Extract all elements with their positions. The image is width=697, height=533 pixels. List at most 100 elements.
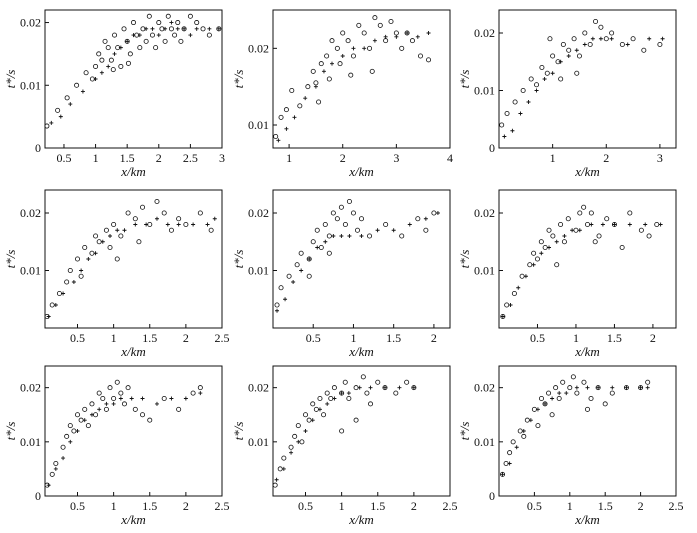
x-tick-label: 0.5 — [70, 331, 85, 345]
data-point-circle — [507, 450, 513, 456]
data-point-circle — [377, 22, 383, 28]
data-point-circle — [560, 379, 566, 385]
data-point-circle — [546, 390, 552, 396]
data-point-circle — [393, 30, 399, 36]
data-point-circle — [641, 47, 647, 53]
x-axis-label: x/km — [574, 512, 600, 527]
data-point-plus — [289, 450, 294, 455]
data-point-circle — [326, 250, 332, 256]
data-point-circle — [598, 24, 604, 30]
data-point-circle — [602, 401, 608, 407]
data-point-circle — [143, 38, 149, 44]
data-point-circle — [527, 262, 533, 268]
data-point-circle — [346, 395, 352, 401]
data-point-circle — [82, 244, 88, 250]
x-tick-label: 0.5 — [306, 331, 321, 345]
data-point-plus — [89, 412, 94, 417]
data-point-plus — [53, 303, 58, 307]
data-point-plus — [299, 268, 304, 273]
plot-frame — [44, 9, 223, 149]
data-point-circle — [83, 70, 89, 76]
data-point-plus — [118, 396, 123, 401]
data-point-plus — [307, 257, 312, 261]
data-point-circle — [297, 103, 303, 109]
data-point-circle — [657, 42, 663, 48]
data-point-circle — [367, 233, 373, 239]
x-tick-label: 1 — [111, 499, 117, 513]
data-point-plus — [194, 26, 199, 31]
data-point-circle — [60, 444, 66, 450]
data-point-plus — [313, 84, 318, 89]
data-point-circle — [96, 51, 102, 57]
data-point-circle — [96, 239, 102, 245]
data-point-circle — [85, 423, 91, 429]
y-tick-label: 0.02 — [474, 26, 495, 40]
plus-series — [274, 385, 416, 482]
data-point-circle — [510, 439, 516, 445]
x-tick-label: 2 — [183, 499, 189, 513]
data-point-circle — [503, 460, 509, 466]
data-point-circle — [103, 406, 109, 412]
data-point-plus — [566, 54, 571, 58]
y-tick-label: 0.01 — [248, 435, 269, 449]
data-point-plus — [106, 64, 111, 69]
data-point-circle — [93, 63, 99, 69]
data-point-plus — [500, 472, 505, 477]
data-point-circle — [125, 210, 131, 216]
data-point-plus — [49, 120, 54, 125]
data-point-circle — [364, 390, 370, 396]
data-point-circle — [75, 412, 81, 418]
data-point-circle — [89, 401, 95, 407]
data-point-plus — [610, 385, 615, 390]
data-point-circle — [64, 279, 70, 285]
data-point-circle — [512, 99, 518, 105]
data-point-circle — [156, 20, 162, 26]
data-point-circle — [286, 273, 292, 279]
y-axis-label: t*/s — [231, 70, 246, 89]
plot-frame — [498, 189, 677, 329]
data-point-plus — [660, 36, 665, 41]
data-point-plus — [315, 245, 320, 250]
y-axis-label: t*/s — [457, 250, 472, 269]
data-point-circle — [107, 244, 113, 250]
data-point-circle — [330, 210, 336, 216]
scatter-panel-4: 0.5 1 1.5 2 2.5 0.01 0.02 x/km t*/s — [3, 189, 230, 359]
data-point-plus — [375, 228, 380, 233]
data-point-plus — [638, 385, 643, 390]
data-point-circle — [574, 390, 580, 396]
data-point-circle — [372, 15, 378, 21]
data-point-circle — [74, 82, 80, 88]
data-point-plus — [108, 234, 113, 238]
data-point-plus — [405, 31, 410, 35]
plus-series — [46, 216, 217, 319]
data-point-plus — [539, 251, 544, 256]
data-point-plus — [500, 314, 505, 319]
data-point-circle — [176, 406, 182, 412]
data-point-plus — [523, 274, 528, 279]
data-point-circle — [342, 379, 348, 385]
data-point-plus — [104, 401, 109, 406]
data-point-circle — [577, 210, 583, 216]
circle-series — [274, 198, 437, 308]
x-axis-label: x/km — [348, 164, 374, 179]
y-tick-label: 0.01 — [20, 264, 41, 278]
data-point-circle — [360, 374, 366, 380]
data-point-circle — [350, 53, 356, 59]
data-point-plus — [284, 126, 289, 131]
data-point-circle — [313, 80, 319, 86]
plus-series — [276, 31, 431, 143]
data-point-circle — [298, 250, 304, 256]
data-point-circle — [367, 45, 373, 51]
data-point-circle — [274, 302, 280, 308]
data-point-circle — [431, 210, 437, 216]
data-point-plus — [332, 396, 337, 401]
data-point-circle — [197, 385, 203, 391]
data-point-circle — [585, 406, 591, 412]
data-point-circle — [278, 285, 284, 291]
plus-series — [46, 391, 203, 488]
data-point-circle — [383, 221, 389, 227]
x-tick-label: 4 — [447, 151, 453, 165]
data-point-circle — [176, 216, 182, 222]
data-point-circle — [592, 239, 598, 245]
